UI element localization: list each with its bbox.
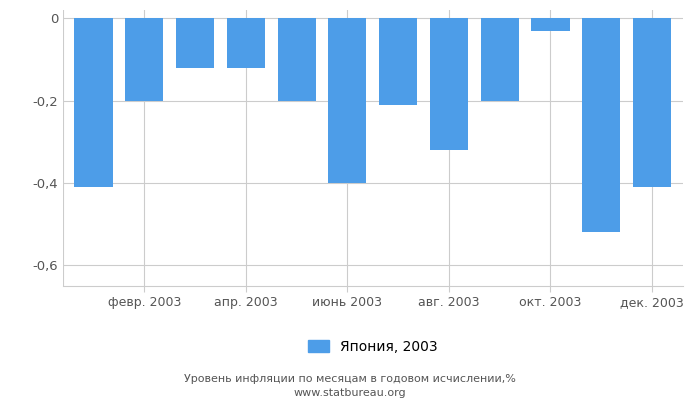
Bar xyxy=(227,18,265,68)
Bar xyxy=(531,18,570,30)
Text: Уровень инфляции по месяцам в годовом исчислении,%: Уровень инфляции по месяцам в годовом ис… xyxy=(184,374,516,384)
Bar xyxy=(74,18,113,187)
Bar xyxy=(481,18,519,101)
Bar xyxy=(328,18,366,183)
Bar xyxy=(176,18,214,68)
Bar xyxy=(277,18,316,101)
Text: www.statbureau.org: www.statbureau.org xyxy=(294,388,406,398)
Bar xyxy=(379,18,417,105)
Bar xyxy=(430,18,468,150)
Legend: Япония, 2003: Япония, 2003 xyxy=(302,334,443,360)
Bar xyxy=(125,18,163,101)
Bar xyxy=(633,18,671,187)
Bar xyxy=(582,18,620,232)
